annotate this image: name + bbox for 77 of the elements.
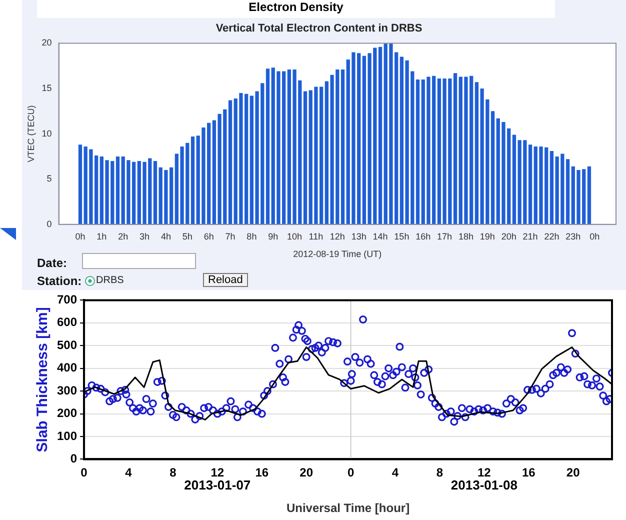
y-tick-label: 300 (56, 383, 78, 398)
x-tick-label: 19h (480, 231, 495, 242)
bar (266, 68, 270, 224)
x-tick-label: 20h (501, 231, 516, 242)
y-tick-label: 200 (56, 406, 78, 420)
bar (228, 100, 232, 224)
x-tick-label: 11h (308, 231, 324, 242)
x-tick-label: 7h (225, 231, 236, 242)
x-axis-title: 2012-08-19 Time (UT) (293, 249, 382, 260)
x-tick-label: 3h (140, 231, 150, 242)
y-tick-label: 20 (42, 38, 52, 48)
x-tick-label: 15h (394, 231, 410, 242)
chart-subtitle: Vertical Total Electron Content in DRBS (216, 22, 422, 35)
x-tick-label: 9h (268, 231, 278, 242)
x-tick-label: 4 (125, 466, 132, 480)
x-tick-label: 0h (75, 231, 86, 242)
bar (78, 144, 82, 224)
text: 2013-01-08 (450, 477, 518, 492)
x-tick-label: 10h (287, 231, 302, 242)
x-tick-label: 20 (300, 466, 314, 480)
x-tick-label: 8 (436, 466, 444, 480)
y-tick-label: 15 (42, 82, 52, 93)
x-tick-label: 22h (544, 231, 560, 242)
bar (528, 144, 532, 224)
y-tick-label: 0 (46, 218, 52, 229)
bar (566, 159, 570, 224)
x-tick-label: 17h (437, 231, 452, 242)
x-tick-label: 5h (182, 231, 192, 242)
x-tick-label: 16 (255, 466, 269, 480)
x-tick-label: 8 (170, 466, 177, 480)
y-tick-label: 600 (56, 315, 78, 330)
reload-button: Reload (203, 273, 248, 287)
x-tick-label: 16 (522, 466, 536, 480)
y-tick-label: 700 (56, 292, 78, 307)
bar (378, 46, 382, 224)
y-axis-title: VTEC (TECU) (26, 105, 36, 162)
bar (453, 73, 458, 224)
x-tick-label: 21h (522, 231, 538, 242)
y-axis-title: Slab Thickness [km] (34, 307, 52, 452)
x-tick-label: 8h (246, 231, 257, 242)
x-tick-label: 18h (458, 231, 474, 242)
x-tick-label: 0 (347, 466, 354, 480)
bar (116, 156, 120, 224)
y-tick-label: 10 (42, 128, 52, 138)
x-tick-label: 0h (590, 231, 600, 242)
bar (303, 91, 308, 224)
x-tick-label: 0 (80, 466, 88, 480)
x-tick-label: 4 (392, 466, 399, 480)
chart-title: Electron Density (37, 0, 555, 18)
x-tick-label: 1h (96, 231, 107, 242)
bar (340, 69, 345, 224)
bar (416, 79, 420, 224)
x-tick-label: 14h (372, 231, 388, 242)
x-tick-label: 2h (118, 231, 128, 242)
x-tick-label: 16h (416, 231, 431, 242)
x-tick-label: 12 (210, 466, 224, 480)
bar (587, 166, 592, 224)
bar (190, 136, 195, 224)
x-tick-label: 23h (566, 231, 581, 242)
bar (490, 111, 495, 224)
x-axis-title: Universal Time [hour] (286, 501, 410, 516)
y-tick-label: 5 (46, 174, 52, 184)
text: DRBS (96, 275, 124, 286)
y-tick-label: 400 (56, 360, 78, 375)
text: Date: (37, 256, 68, 270)
text: 2013-01-07 (184, 477, 251, 492)
x-tick-label: 6h (204, 231, 214, 242)
y-tick-label: 500 (56, 338, 78, 352)
x-tick-label: 20 (566, 466, 580, 480)
x-tick-label: 13h (351, 231, 366, 242)
bar (153, 160, 158, 224)
y-tick-label: 0 (70, 452, 78, 466)
x-tick-label: 4h (160, 231, 171, 242)
text: Station: (37, 274, 82, 288)
x-tick-label: 12h (330, 231, 345, 242)
y-tick-label: 100 (56, 428, 78, 443)
x-tick-label: 12 (477, 466, 492, 480)
